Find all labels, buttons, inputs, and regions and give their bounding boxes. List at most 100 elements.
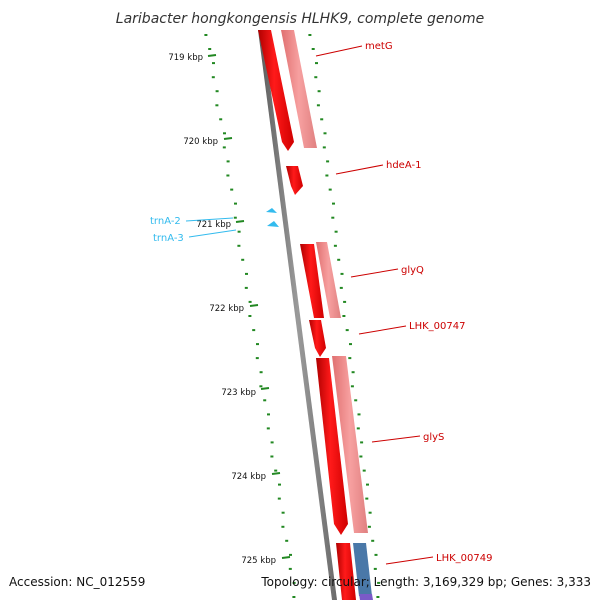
gene-arrow-metG[interactable]: [258, 30, 294, 151]
tick-label: 722 kbp: [209, 304, 244, 314]
feature-block-metG: [281, 30, 317, 148]
track-dot: [237, 230, 241, 233]
gc-skew-track-right: [308, 34, 381, 598]
track-dot: [320, 118, 324, 121]
track-dot: [377, 581, 381, 584]
gc-content-track-left: [204, 34, 296, 598]
track-dot: [270, 455, 274, 458]
track-dot: [333, 244, 337, 247]
track-dot: [349, 343, 352, 346]
track-dot: [342, 315, 346, 317]
track-dot: [359, 455, 363, 458]
track-dot: [289, 553, 292, 556]
track-dot: [365, 497, 369, 500]
track-dot: [208, 48, 212, 50]
track-dot: [226, 174, 230, 177]
track-dot: [256, 343, 259, 346]
track-dot: [328, 188, 332, 191]
leader-trnA-2: [185, 217, 234, 222]
track-dot: [241, 258, 245, 261]
tick-721: 721 kbp: [196, 220, 245, 230]
track-dot: [315, 62, 318, 65]
track-dot: [376, 596, 380, 598]
track-dot: [267, 413, 270, 416]
gene-label-glyS[interactable]: glyS: [423, 432, 444, 443]
tick-722: 722 kbp: [209, 304, 259, 314]
track-dot: [245, 272, 248, 275]
feature-block-glyS: [332, 356, 368, 533]
track-dot: [278, 483, 281, 486]
track-dot: [226, 160, 230, 163]
track-dot: [266, 427, 270, 430]
track-dot: [230, 188, 234, 191]
track-dot: [371, 539, 375, 542]
track-dot: [351, 371, 355, 374]
gene-arrow-LHK_00749[interactable]: [336, 543, 356, 600]
track-dot: [215, 90, 219, 93]
tick-723: 723 kbp: [221, 387, 270, 398]
accession-text: Accession: NC_012559: [9, 575, 145, 589]
gene-arrow-LHK_00747[interactable]: [309, 320, 326, 357]
tick-719: 719 kbp: [168, 53, 217, 63]
track-dot: [356, 427, 360, 430]
tick-label: 723 kbp: [221, 388, 256, 398]
track-dot: [360, 441, 364, 444]
track-dot: [255, 357, 259, 360]
track-dot: [317, 90, 321, 93]
track-dot: [248, 315, 252, 317]
track-dot: [348, 357, 352, 360]
leader-metG: [315, 45, 363, 57]
leader-LHK_00749: [385, 556, 434, 565]
tick-label: 721 kbp: [196, 220, 231, 230]
track-dot: [270, 441, 274, 444]
gene-arrow-hdeA-1[interactable]: [286, 166, 303, 195]
label-leaders: [185, 45, 434, 565]
tick-label: 724 kbp: [231, 472, 266, 482]
track-dot: [252, 329, 256, 332]
track-dot: [223, 132, 226, 135]
track-dot: [350, 385, 354, 388]
track-dot: [366, 483, 369, 486]
gene-arrow-glyS[interactable]: [316, 358, 348, 535]
track-dot: [340, 272, 344, 275]
track-dot: [339, 286, 343, 289]
track-dot: [288, 567, 292, 570]
track-dot: [234, 202, 237, 205]
track-dot: [334, 230, 338, 233]
gene-arrow-glyQ[interactable]: [300, 244, 324, 318]
gene-label-trnA-3[interactable]: trnA-3: [153, 233, 184, 244]
track-dot: [322, 146, 326, 149]
leader-glyQ: [350, 268, 399, 278]
track-dot: [314, 76, 318, 79]
leader-trnA-3: [188, 229, 237, 238]
trna-arrow-trnA-3[interactable]: [267, 221, 279, 227]
track-dot: [263, 399, 267, 402]
track-dot: [204, 34, 208, 36]
gene-label-glyQ[interactable]: glyQ: [401, 265, 424, 276]
leader-glyS: [371, 435, 421, 443]
map-title: Laribacter hongkongensis HLHK9, complete…: [116, 11, 484, 27]
tick-720: 720 kbp: [183, 137, 233, 147]
track-dot: [281, 525, 285, 528]
track-dot: [281, 511, 285, 514]
track-dot: [244, 286, 248, 289]
trna-arrow-trnA-2[interactable]: [266, 208, 277, 213]
gene-label-LHK_00749[interactable]: LHK_00749: [436, 553, 492, 564]
gene-label-LHK_00747[interactable]: LHK_00747: [409, 321, 465, 332]
track-dot: [233, 216, 237, 219]
track-dot: [311, 48, 315, 50]
track-dot: [373, 567, 377, 570]
gene-label-metG[interactable]: metG: [365, 41, 393, 52]
track-dot: [237, 244, 241, 247]
gene-label-trnA-2[interactable]: trnA-2: [150, 216, 181, 227]
track-dot: [308, 34, 312, 36]
gene-label-hdeA-1[interactable]: hdeA-1: [386, 160, 421, 171]
blue-feature-block: [353, 543, 372, 596]
cds-track: [258, 30, 356, 600]
genome-summary-text: Topology: circular; Length: 3,169,329 bp…: [260, 575, 591, 589]
track-dot: [219, 118, 223, 121]
tick-725: 725 kbp: [241, 556, 291, 566]
tick-724: 724 kbp: [231, 472, 281, 482]
